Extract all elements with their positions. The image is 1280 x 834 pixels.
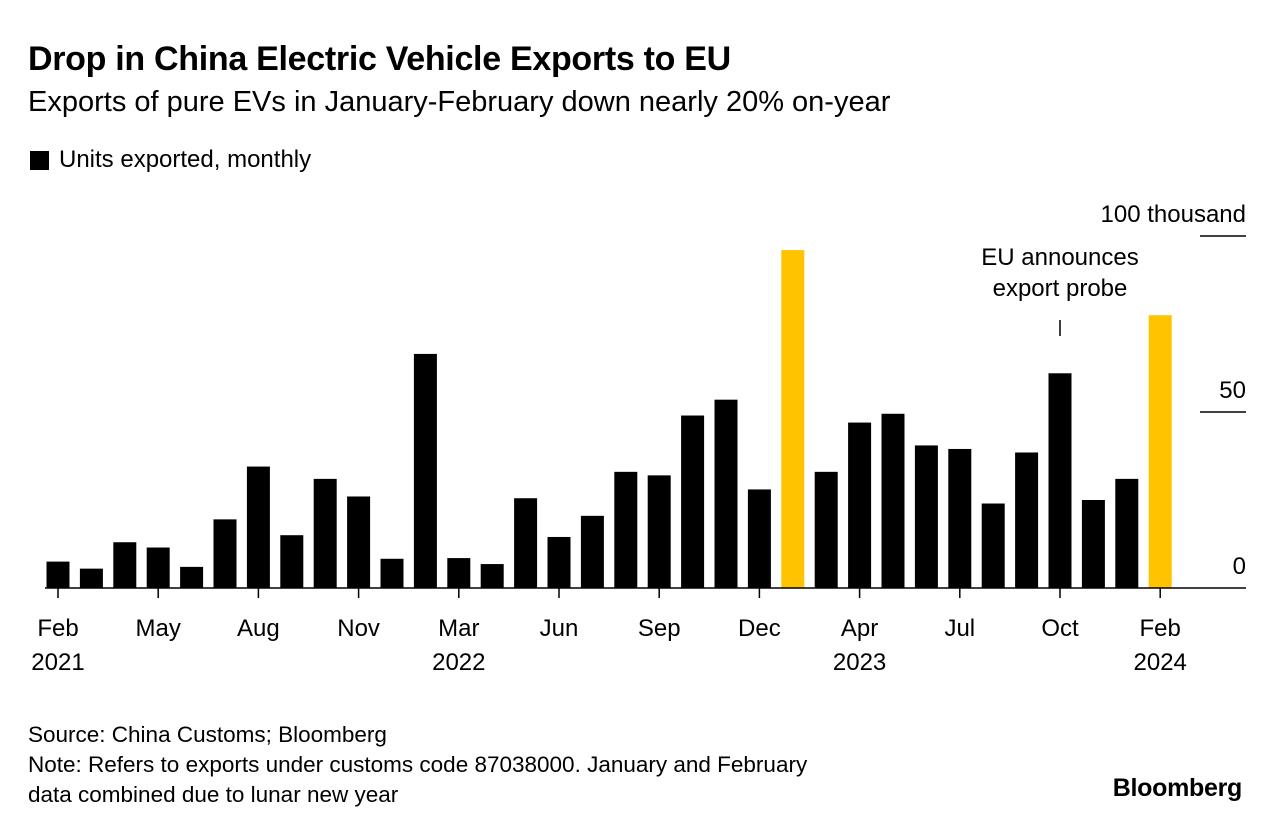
bar [213,519,237,588]
legend-label: Units exported, monthly [59,146,312,173]
bar-highlighted [1148,315,1172,588]
x-tick-year-label: 2021 [31,649,84,676]
bar [814,471,838,588]
annotation-label: export probe [993,275,1128,302]
bar [347,496,371,588]
bar [881,413,905,588]
bar [46,561,70,588]
x-tick-label: Jun [540,615,579,642]
bloomberg-logo: Bloomberg [1112,774,1243,802]
annotation-label: EU announces [981,244,1138,271]
footer: Source: China Customs; Bloomberg Note: R… [28,720,1008,810]
y-tick-label: 100 thousand [1101,201,1246,228]
bar [447,558,471,588]
x-tick-label: Apr [841,615,878,642]
bar [614,471,638,588]
x-tick-year-label: 2022 [432,649,485,676]
bar [380,558,404,588]
x-tick-label: May [136,615,181,642]
x-tick-year-label: 2024 [1134,649,1187,676]
x-tick-label: Dec [738,615,781,642]
bar [1081,500,1105,588]
bar [547,536,571,588]
bar [146,547,170,588]
bar [313,478,337,588]
source-note: Source: China Customs; Bloomberg [28,722,387,747]
bar [580,515,604,588]
bar [413,353,437,588]
x-tick-label: Aug [237,615,280,642]
bar [113,542,137,588]
bar [1048,373,1072,588]
bar [246,466,270,588]
bar [981,503,1005,588]
bar [647,475,671,588]
x-tick-label: Sep [638,615,681,642]
bar [948,448,972,588]
x-tick-year-label: 2023 [833,649,886,676]
bar [514,498,538,588]
footnote-line-2: data combined due to lunar new year [28,782,399,807]
y-tick-label: 50 [1219,377,1246,404]
bar [914,445,938,588]
bar [714,399,738,588]
bar-highlighted [781,250,805,588]
x-tick-label: Nov [337,615,380,642]
bar [1115,478,1139,588]
bar [1015,452,1039,588]
bar [480,564,504,588]
chart-subtitle: Exports of pure EVs in January-February … [28,86,891,118]
bar-chart: 0 50 100 thousand Feb 2021 May Aug Nov Mar 2022 Ju… [31,201,1246,676]
x-tick-label: Jul [944,615,975,642]
legend-swatch [30,150,49,170]
bar [848,422,872,588]
x-tick-label: Feb [37,615,78,642]
bar [747,489,771,588]
bar [180,566,204,588]
footnote-line-1: Note: Refers to exports under customs co… [28,752,808,777]
x-tick-label: Oct [1041,615,1079,642]
chart-title: Drop in China Electric Vehicle Exports t… [28,40,731,78]
x-tick-label: Feb [1140,615,1181,642]
bar [280,535,304,588]
legend: Units exported, monthly [30,146,311,174]
x-tick-label: Mar [438,615,479,642]
bar [79,568,103,588]
y-tick-label: 0 [1233,553,1246,580]
bar [681,415,705,588]
